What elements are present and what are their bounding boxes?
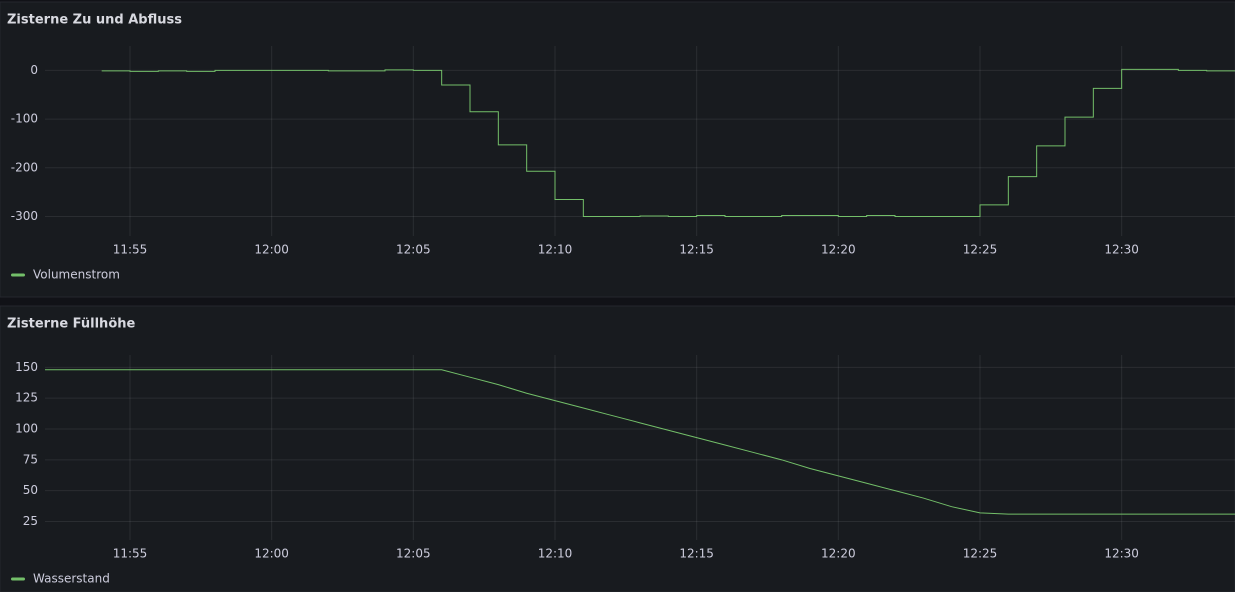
y-tick-label: -100 <box>11 112 38 126</box>
y-tick-label: 50 <box>23 483 38 497</box>
x-tick-label: 12:05 <box>396 243 431 257</box>
legend-swatch <box>11 273 25 277</box>
x-tick-label: 12:20 <box>821 243 856 257</box>
y-tick-label: 0 <box>30 63 38 77</box>
y-tick-label: 100 <box>15 422 38 436</box>
x-tick-label: 12:10 <box>538 243 573 257</box>
y-tick-label: 125 <box>15 391 38 405</box>
panel-title: Zisterne Zu und Abfluss <box>7 13 182 28</box>
y-tick-label: 150 <box>15 360 38 374</box>
x-tick-label: 12:10 <box>538 547 573 561</box>
y-tick-label: 25 <box>23 514 38 528</box>
x-tick-label: 11:55 <box>113 547 148 561</box>
x-tick-label: 12:00 <box>254 243 289 257</box>
x-tick-label: 12:15 <box>679 547 714 561</box>
x-tick-label: 12:20 <box>821 547 856 561</box>
panel <box>0 305 1235 592</box>
x-tick-label: 12:25 <box>963 243 998 257</box>
series-line <box>45 369 1235 515</box>
y-tick-label: -300 <box>11 209 38 223</box>
x-tick-label: 11:55 <box>113 243 148 257</box>
panel-title: Zisterne Füllhöhe <box>7 317 136 332</box>
x-tick-label: 12:30 <box>1104 243 1139 257</box>
legend-label: Volumenstrom <box>33 268 120 282</box>
y-tick-label: -200 <box>11 160 38 174</box>
x-tick-label: 12:05 <box>396 547 431 561</box>
legend-label: Wasserstand <box>33 572 110 586</box>
y-tick-label: 75 <box>23 452 38 466</box>
x-tick-label: 12:15 <box>679 243 714 257</box>
x-tick-label: 12:25 <box>963 547 998 561</box>
legend-swatch <box>11 577 25 581</box>
x-tick-label: 12:00 <box>254 547 289 561</box>
panel <box>0 1 1235 298</box>
series-line <box>101 68 1235 218</box>
x-tick-label: 12:30 <box>1104 547 1139 561</box>
